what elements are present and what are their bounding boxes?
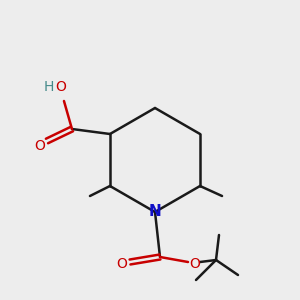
Text: O: O: [34, 139, 45, 153]
Text: N: N: [148, 205, 161, 220]
Text: H: H: [44, 80, 54, 94]
Text: O: O: [56, 80, 66, 94]
Text: O: O: [117, 257, 128, 271]
Text: O: O: [190, 257, 200, 271]
